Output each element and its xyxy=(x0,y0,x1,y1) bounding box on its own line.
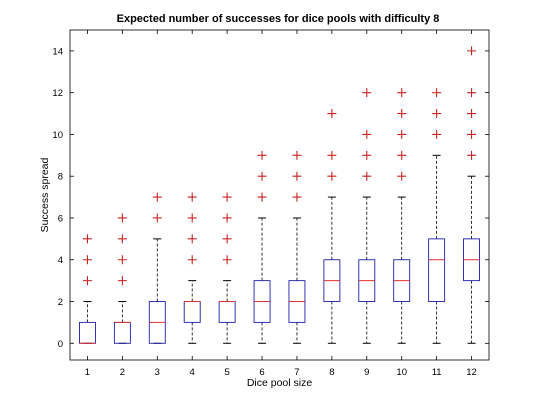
iqr-box xyxy=(183,301,201,323)
box-group-12 xyxy=(463,46,480,344)
outlier-marker xyxy=(187,255,197,265)
boxplot-series xyxy=(79,46,480,344)
outlier-marker xyxy=(467,88,477,98)
outlier-marker xyxy=(362,88,372,98)
outlier-marker xyxy=(152,192,162,202)
outlier-marker xyxy=(397,88,407,98)
box-group-10 xyxy=(393,88,411,344)
outlier-marker xyxy=(397,109,407,119)
y-tick-label: 4 xyxy=(58,255,63,266)
y-axis-ticks: 0 2 4 6 8 10 12 14 xyxy=(52,46,489,350)
outlier-marker xyxy=(257,192,267,202)
outlier-marker xyxy=(292,171,302,181)
outlier-marker xyxy=(432,129,442,139)
outlier-marker xyxy=(292,150,302,160)
outlier-marker xyxy=(397,129,407,139)
iqr-box xyxy=(428,238,446,302)
y-tick-label: 8 xyxy=(58,172,63,183)
outlier-marker xyxy=(222,234,232,244)
y-tick-label: 0 xyxy=(58,339,63,350)
x-tick-label: 11 xyxy=(432,367,442,378)
y-tick-label: 12 xyxy=(52,88,63,99)
outlier-marker xyxy=(222,192,232,202)
outlier-marker xyxy=(327,171,337,181)
iqr-box xyxy=(79,321,96,344)
x-tick-label: 2 xyxy=(120,367,125,378)
outlier-marker xyxy=(432,109,442,119)
outlier-marker xyxy=(82,276,92,286)
box-group-3 xyxy=(148,192,166,344)
iqr-box xyxy=(113,321,131,344)
outlier-marker xyxy=(467,109,477,119)
x-tick-label: 12 xyxy=(466,367,477,378)
chart-title: Expected number of successes for dice po… xyxy=(117,13,440,25)
box-group-11 xyxy=(428,88,446,344)
outlier-marker xyxy=(222,213,232,223)
outlier-marker xyxy=(362,129,372,139)
outlier-marker xyxy=(327,109,337,119)
box-group-1 xyxy=(79,234,96,344)
box-group-8 xyxy=(323,109,341,344)
outlier-marker xyxy=(467,150,477,160)
x-tick-label: 8 xyxy=(329,367,334,378)
outlier-marker xyxy=(467,129,477,139)
x-axis-label: Dice pool size xyxy=(247,377,313,389)
x-tick-label: 5 xyxy=(224,367,229,378)
box-group-4 xyxy=(183,192,201,344)
x-tick-label: 1 xyxy=(85,367,90,378)
box-group-2 xyxy=(113,213,131,344)
box-group-7 xyxy=(288,150,306,344)
box-group-5 xyxy=(218,192,236,344)
outlier-marker xyxy=(467,46,477,56)
outlier-marker xyxy=(397,150,407,160)
outlier-marker xyxy=(117,234,127,244)
iqr-box xyxy=(218,301,236,323)
x-tick-label: 9 xyxy=(364,367,369,378)
x-tick-label: 6 xyxy=(259,367,264,378)
x-tick-label: 4 xyxy=(190,367,195,378)
outlier-marker xyxy=(82,234,92,244)
outlier-marker xyxy=(117,255,127,265)
outlier-marker xyxy=(397,171,407,181)
x-axis-ticks: 1 2 3 4 5 6 7 8 9 10 11 12 xyxy=(85,30,477,378)
x-tick-label: 3 xyxy=(155,367,160,378)
y-axis-label: Success spread xyxy=(39,157,51,232)
y-tick-label: 6 xyxy=(58,213,63,224)
outlier-marker xyxy=(257,150,267,160)
outlier-marker xyxy=(327,150,337,160)
outlier-marker xyxy=(187,234,197,244)
outlier-marker xyxy=(117,276,127,286)
outlier-marker xyxy=(187,192,197,202)
outlier-marker xyxy=(257,171,267,181)
x-tick-label: 10 xyxy=(396,367,407,378)
outlier-marker xyxy=(152,213,162,223)
box-group-6 xyxy=(253,150,271,344)
outlier-marker xyxy=(222,255,232,265)
box-group-9 xyxy=(358,88,376,344)
y-tick-label: 14 xyxy=(52,46,63,57)
y-tick-label: 10 xyxy=(52,130,63,141)
outlier-marker xyxy=(362,150,372,160)
outlier-marker xyxy=(362,171,372,181)
x-tick-label: 7 xyxy=(294,367,299,378)
y-tick-label: 2 xyxy=(58,297,63,308)
outlier-marker xyxy=(82,255,92,265)
outlier-marker xyxy=(292,192,302,202)
outlier-marker xyxy=(432,88,442,98)
outlier-marker xyxy=(117,213,127,223)
outlier-marker xyxy=(187,213,197,223)
plot-frame xyxy=(69,29,490,361)
